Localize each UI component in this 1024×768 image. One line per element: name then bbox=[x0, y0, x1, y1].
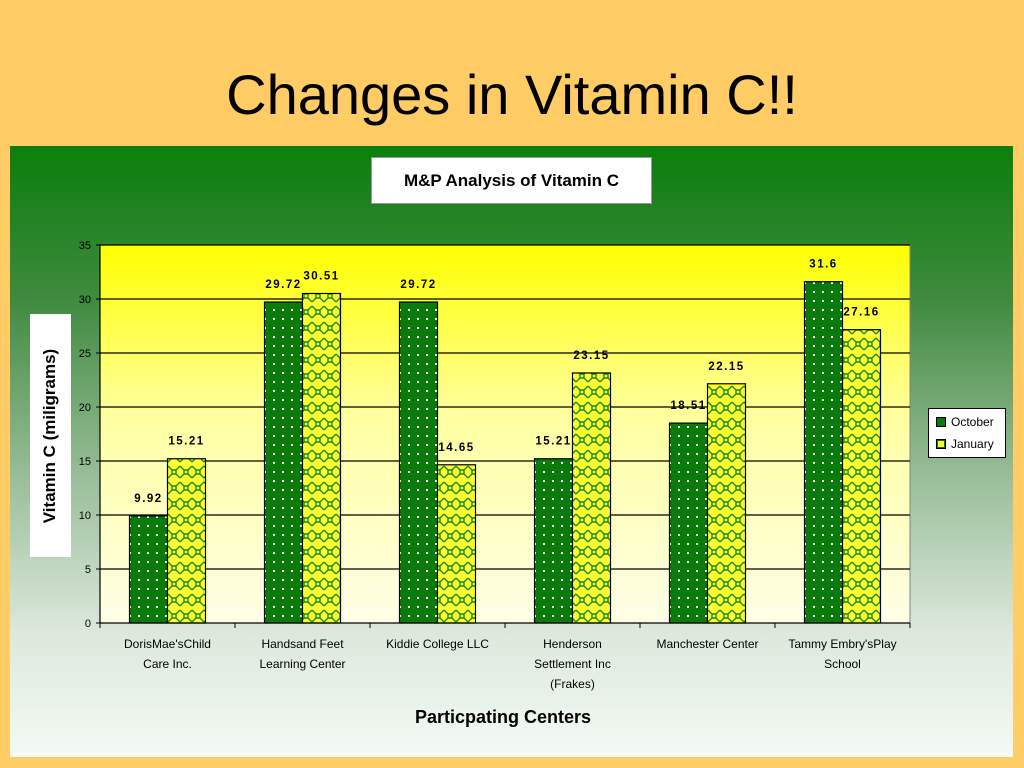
legend-label-january: January bbox=[951, 437, 994, 451]
data-label-january: 15.21 bbox=[168, 436, 204, 448]
bar-october bbox=[398, 301, 439, 624]
bar-october bbox=[128, 515, 169, 624]
y-axis-label-box bbox=[30, 314, 71, 557]
y-tick-label: 0 bbox=[85, 618, 91, 630]
y-tick-label: 15 bbox=[79, 456, 91, 468]
x-axis-label: Particpating Centers bbox=[414, 707, 592, 727]
x-category-label-line: (Frakes) bbox=[550, 677, 595, 691]
x-category-label: Handsand Feet Learning Center bbox=[233, 634, 373, 674]
x-category-label: Tammy Embry'sPlay School bbox=[773, 634, 913, 674]
x-category-label-line: Tammy Embry'sPlay bbox=[788, 637, 897, 651]
y-tick-label: 30 bbox=[79, 294, 91, 306]
bar-january bbox=[166, 458, 207, 624]
x-category-label-line: Manchester Center bbox=[656, 637, 759, 651]
legend-swatch-january bbox=[936, 439, 946, 449]
legend-item-october: October bbox=[936, 415, 994, 429]
y-tick-label: 35 bbox=[79, 240, 91, 252]
legend-label-october: October bbox=[951, 415, 994, 429]
slide-title: Changes in Vitamin C!! bbox=[226, 63, 798, 126]
x-category-label-line: DorisMae'sChild bbox=[124, 637, 211, 651]
legend-item-january: January bbox=[936, 437, 994, 451]
x-category-label-line: Kiddie College LLC bbox=[386, 637, 489, 651]
data-label-january: 14.65 bbox=[438, 442, 474, 454]
bar-january bbox=[301, 292, 342, 624]
bar-october bbox=[263, 301, 304, 624]
y-tick-label: 25 bbox=[79, 348, 91, 360]
data-label-october: 15.21 bbox=[535, 436, 571, 448]
data-label-october: 31.6 bbox=[809, 259, 837, 271]
data-label-january: 27.16 bbox=[843, 307, 879, 319]
data-label-october: 18.51 bbox=[670, 400, 706, 412]
legend: October January bbox=[928, 408, 1006, 458]
data-label-january: 30.51 bbox=[303, 270, 339, 282]
y-tick-label: 20 bbox=[79, 402, 91, 414]
bar-october bbox=[533, 458, 574, 624]
data-label-january: 22.15 bbox=[708, 361, 744, 373]
x-category-label-line: School bbox=[824, 657, 861, 671]
x-category-label: Kiddie College LLC bbox=[368, 634, 508, 654]
x-category-label: Henderson Settlement Inc (Frakes) bbox=[503, 634, 643, 694]
bar-october bbox=[803, 281, 844, 624]
plot-area bbox=[99, 244, 911, 624]
x-category-label-line: Learning Center bbox=[259, 657, 346, 671]
x-category-label-line: Settlement Inc bbox=[534, 657, 611, 671]
bar-october bbox=[668, 422, 709, 624]
bar-january bbox=[841, 329, 882, 624]
bar-january bbox=[706, 383, 747, 624]
x-category-label-line: Care Inc. bbox=[143, 657, 192, 671]
x-category-label: DorisMae'sChild Care Inc. bbox=[98, 634, 238, 674]
bar-january bbox=[571, 372, 612, 624]
chart-title: M&P Analysis of Vitamin C bbox=[371, 157, 652, 204]
y-tick-label: 10 bbox=[79, 510, 91, 522]
data-label-january: 23.15 bbox=[573, 350, 609, 362]
data-label-october: 29.72 bbox=[265, 279, 301, 291]
y-tick-label: 5 bbox=[85, 564, 91, 576]
x-category-label: Manchester Center bbox=[638, 634, 778, 654]
data-label-october: 9.92 bbox=[134, 493, 162, 505]
legend-swatch-october bbox=[936, 417, 946, 427]
data-label-october: 29.72 bbox=[400, 279, 436, 291]
x-category-label-line: Handsand Feet bbox=[261, 637, 344, 651]
bar-january bbox=[436, 464, 477, 624]
x-category-label-line: Henderson bbox=[543, 637, 602, 651]
